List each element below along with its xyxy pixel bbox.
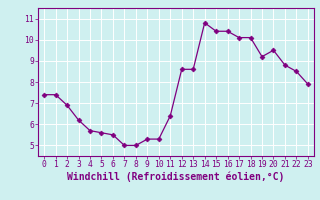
X-axis label: Windchill (Refroidissement éolien,°C): Windchill (Refroidissement éolien,°C) [67,172,285,182]
